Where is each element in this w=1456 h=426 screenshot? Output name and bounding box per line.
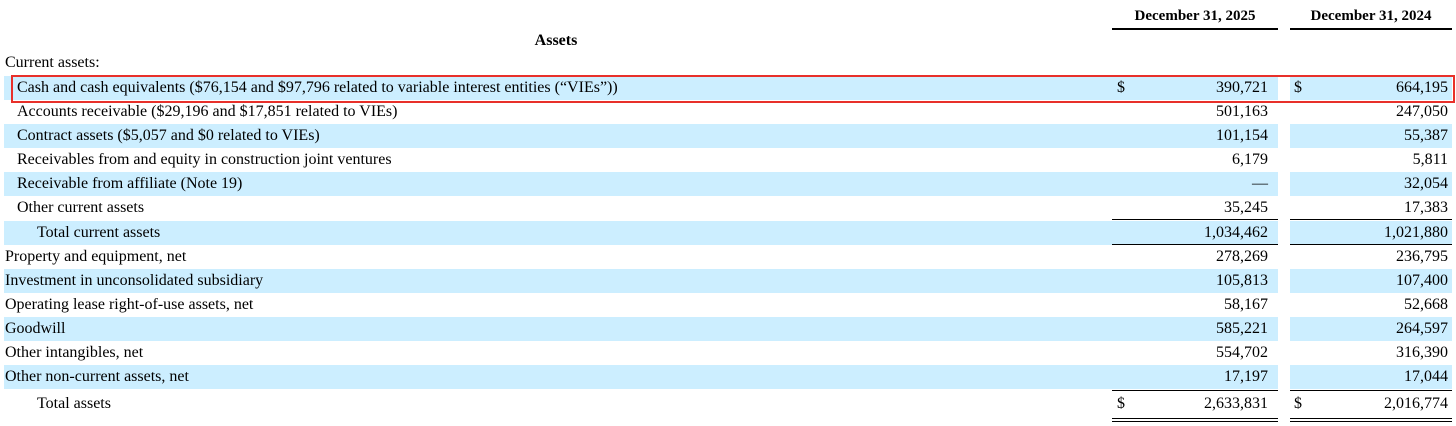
value-2025: 501,163 (1216, 103, 1268, 120)
value-2024: 2,016,774 (1384, 395, 1448, 412)
value-2025: 390,721 (1216, 79, 1268, 96)
underline (1290, 390, 1452, 391)
column-header-2025: December 31, 2025 (1112, 8, 1278, 30)
value-2025: 105,813 (1216, 272, 1268, 289)
value-2024: 5,811 (1412, 151, 1448, 168)
table-row: Property and equipment, net 278,269 236,… (0, 245, 1456, 269)
value-2024: 32,054 (1404, 175, 1448, 192)
underline (1112, 219, 1278, 220)
value-2025: 1,034,462 (1204, 224, 1268, 241)
value-2024: 264,597 (1396, 320, 1448, 337)
double-underline (1290, 418, 1452, 422)
table-row: Investment in unconsolidated subsidiary … (0, 269, 1456, 293)
row-label: Cash and cash equivalents ($76,154 and $… (17, 79, 618, 96)
row-label: Accounts receivable ($29,196 and $17,851… (17, 103, 398, 120)
row-label: Receivable from affiliate (Note 19) (17, 175, 243, 192)
table-row: Other non-current assets, net 17,197 17,… (0, 365, 1456, 389)
highlight-box (11, 75, 1455, 103)
row-label: Total assets (37, 395, 111, 412)
section-title: Assets (534, 32, 578, 49)
value-2025: 2,633,831 (1204, 395, 1268, 412)
table-row: Other intangibles, net 554,702 316,390 (0, 341, 1456, 365)
currency-symbol: $ (1117, 79, 1125, 96)
value-2024: 55,387 (1404, 127, 1448, 144)
row-label: Receivables from and equity in construct… (17, 151, 392, 168)
double-underline (1112, 418, 1278, 422)
current-assets-heading: Current assets: (5, 54, 100, 71)
value-2024: 236,795 (1396, 248, 1448, 265)
underline (1290, 244, 1452, 245)
table-row: Receivables from and equity in construct… (0, 148, 1456, 172)
underline (1290, 219, 1452, 220)
currency-symbol: $ (1294, 79, 1302, 96)
row-label: Total current assets (37, 224, 161, 241)
underline (1112, 390, 1278, 391)
row-label: Other non-current assets, net (5, 368, 189, 385)
row-label: Other current assets (17, 199, 145, 216)
row-label: Operating lease right-of-use assets, net (5, 296, 254, 313)
table-row: Contract assets ($5,057 and $0 related t… (0, 124, 1456, 148)
value-2024: 17,044 (1404, 368, 1448, 385)
value-2024: 107,400 (1396, 272, 1448, 289)
value-2024: 1,021,880 (1384, 224, 1448, 241)
value-2025: 585,221 (1216, 320, 1268, 337)
value-2025: 6,179 (1232, 151, 1268, 168)
column-header-2024: December 31, 2024 (1290, 8, 1452, 30)
value-2025: 554,702 (1216, 344, 1268, 361)
underline (1112, 244, 1278, 245)
table-row: Accounts receivable ($29,196 and $17,851… (0, 100, 1456, 124)
table-row: Other current assets 35,245 17,383 (0, 196, 1456, 220)
row-label: Property and equipment, net (5, 248, 187, 265)
value-2024: 247,050 (1396, 103, 1448, 120)
currency-symbol: $ (1294, 395, 1302, 412)
table-row: Operating lease right-of-use assets, net… (0, 293, 1456, 317)
table-row: Total current assets 1,034,462 1,021,880 (0, 221, 1456, 245)
table-row: Goodwill 585,221 264,597 (0, 317, 1456, 341)
value-2025: 101,154 (1216, 127, 1268, 144)
value-2025: 58,167 (1224, 296, 1268, 313)
row-label: Goodwill (5, 320, 66, 337)
row-label: Contract assets ($5,057 and $0 related t… (17, 127, 320, 144)
value-2024: 316,390 (1396, 344, 1448, 361)
table-row: Total assets $ $ 2,633,831 2,016,774 (0, 392, 1456, 416)
value-2025: — (1252, 175, 1268, 192)
value-2025: 278,269 (1216, 248, 1268, 265)
value-2025: 35,245 (1224, 199, 1268, 216)
value-2024: 664,195 (1396, 79, 1448, 96)
table-row: Cash and cash equivalents ($76,154 and $… (0, 76, 1456, 100)
table-row: Receivable from affiliate (Note 19) — 32… (0, 172, 1456, 196)
row-label: Investment in unconsolidated subsidiary (5, 272, 264, 289)
row-label: Other intangibles, net (5, 344, 144, 361)
currency-symbol: $ (1117, 395, 1125, 412)
value-2024: 17,383 (1404, 199, 1448, 216)
value-2024: 52,668 (1404, 296, 1448, 313)
value-2025: 17,197 (1224, 368, 1268, 385)
